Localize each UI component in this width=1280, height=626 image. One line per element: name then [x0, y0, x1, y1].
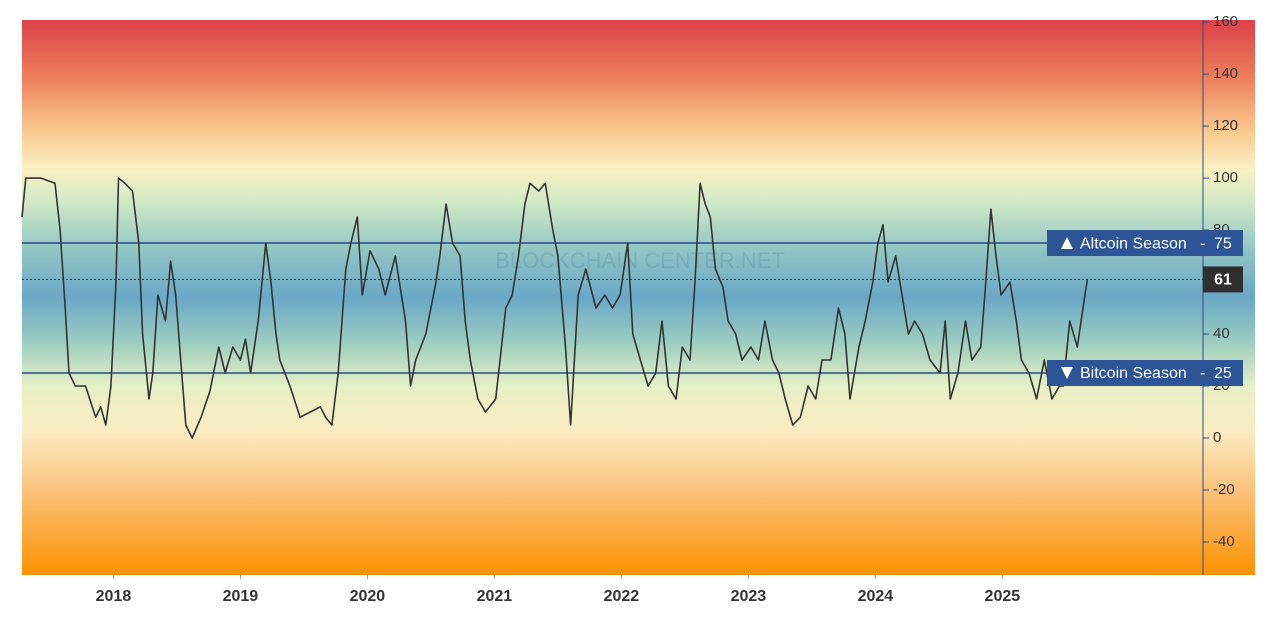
y-tick-label: -40 — [1213, 533, 1235, 550]
annotation-value: 75 — [1214, 235, 1232, 252]
current-value-box — [1203, 266, 1243, 293]
x-tick-label: 2019 — [223, 588, 259, 605]
annotation-sep: - — [1200, 235, 1205, 252]
x-tick-label: 2020 — [350, 588, 386, 605]
annotation-value: 25 — [1214, 365, 1232, 382]
annotation-box — [1047, 360, 1243, 387]
x-tick-label: 2025 — [985, 588, 1021, 605]
x-tick-label: 2024 — [858, 588, 894, 605]
y-tick-label: -20 — [1213, 481, 1235, 498]
annotation-arrow — [1061, 237, 1073, 250]
x-tick-label: 2022 — [604, 588, 640, 605]
index-line — [21, 177, 1089, 439]
y-tick-label: 0 — [1213, 429, 1221, 446]
annotation-box — [1047, 230, 1243, 257]
annotation-label: Bitcoin Season — [1080, 365, 1187, 382]
x-tick-label: 2021 — [477, 588, 513, 605]
y-tick-label: 140 — [1213, 65, 1238, 82]
y-tick-label: 100 — [1213, 169, 1238, 186]
watermark: BLOCKCHAIN CENTER.NET — [495, 248, 785, 273]
x-tick-label: 2023 — [731, 588, 767, 605]
current-value-label: 61 — [1214, 272, 1232, 289]
annotation-arrow — [1061, 367, 1073, 380]
annotation-label: Altcoin Season — [1080, 235, 1187, 252]
x-tick-label: 2018 — [96, 588, 132, 605]
plot-background — [22, 20, 1255, 575]
annotation-sep: - — [1200, 365, 1205, 382]
y-tick-label: 160 — [1213, 13, 1238, 30]
y-tick-label: 40 — [1213, 325, 1230, 342]
y-tick-label: 120 — [1213, 117, 1238, 134]
